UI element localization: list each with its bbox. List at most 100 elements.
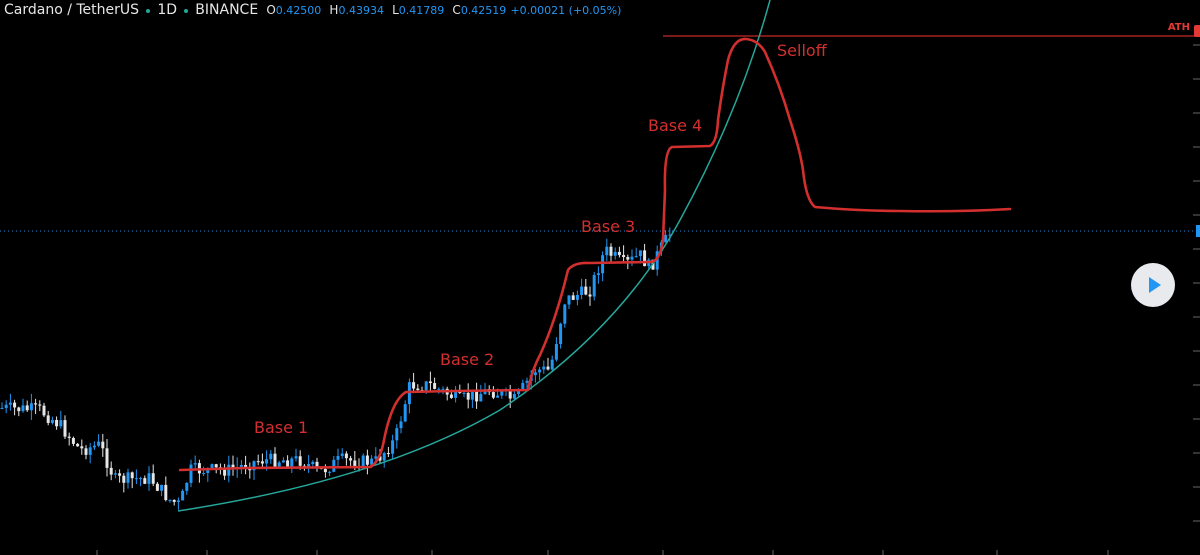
candle-body [130, 472, 134, 479]
candle-body [437, 388, 441, 390]
play-button[interactable] [1131, 263, 1175, 307]
candle-body [462, 392, 466, 394]
symbol-header[interactable]: Cardano / TetherUS 1D BINANCE O0.42500 H… [4, 2, 621, 18]
candle-body [466, 392, 470, 400]
play-icon [1149, 277, 1161, 293]
open-key: O [266, 3, 276, 17]
candle-body [97, 441, 101, 446]
candle-body [0, 407, 4, 409]
base-1-label: Base 1 [254, 418, 309, 437]
candle-body [370, 458, 374, 465]
candle-body [42, 405, 46, 416]
candle-body [214, 464, 218, 468]
candle-body [605, 246, 609, 256]
candle-body [134, 478, 138, 480]
candle-body [533, 372, 537, 376]
candle-body [554, 344, 558, 360]
candle-body [340, 453, 344, 456]
high-value: 0.43934 [338, 4, 384, 17]
candle-body [227, 464, 231, 476]
candle-body [139, 478, 143, 480]
candle-body [160, 484, 164, 491]
candle-body [634, 256, 638, 258]
candle-body [118, 473, 122, 476]
candle-body [328, 471, 332, 473]
candle-body [273, 453, 277, 467]
candle-body [105, 448, 109, 468]
candle-body [617, 251, 621, 256]
candle-body [260, 461, 264, 464]
candle-body [286, 460, 290, 467]
close-key: C [452, 3, 461, 17]
parabolic-curve [177, 0, 771, 512]
time-axis [96, 550, 1109, 555]
candle-body [101, 441, 105, 449]
candle-body [113, 473, 117, 475]
open-value: 0.42500 [275, 4, 322, 17]
interval-label[interactable]: 1D [157, 2, 178, 18]
candle-body [231, 464, 235, 469]
candle-body [626, 257, 630, 260]
candle-body [550, 359, 554, 370]
candle-body [189, 464, 193, 483]
candle-body [323, 468, 327, 473]
candle-body [88, 447, 92, 455]
candle-body [172, 499, 176, 502]
candle-body [13, 402, 17, 408]
candle-body [202, 473, 206, 475]
low-value: 0.41789 [398, 4, 445, 17]
candle-body [403, 404, 407, 422]
current-price-tag [1196, 225, 1200, 237]
candle-body [386, 453, 390, 455]
candle-body [470, 391, 474, 400]
candle-body [382, 453, 386, 461]
candle-body [29, 403, 33, 411]
candle-body [622, 255, 626, 258]
candle-body [55, 419, 59, 427]
candle-body [17, 407, 21, 412]
change-value: +0.00021 (+0.05%) [510, 4, 622, 17]
candle-body [336, 455, 340, 460]
candle-body [294, 456, 298, 459]
candle-body [76, 443, 80, 447]
candle-body [512, 394, 516, 399]
candle-body [126, 472, 130, 483]
candle-body [542, 366, 546, 370]
candle-body [399, 421, 403, 429]
candle-body [8, 402, 12, 405]
candle-body [315, 461, 319, 467]
candle-body [395, 428, 399, 441]
base-3-label: Base 3 [581, 217, 636, 236]
candle-body [252, 461, 256, 471]
candle-body [176, 500, 180, 502]
candle-body [239, 465, 243, 468]
candle-body [588, 294, 592, 297]
candle-body [269, 453, 273, 460]
candle-body [155, 483, 159, 491]
candle-body [365, 455, 369, 465]
candle-body [59, 420, 63, 427]
candle-body [67, 436, 71, 438]
candle-body [433, 383, 437, 389]
candle-body [508, 390, 512, 399]
candle-body [181, 490, 185, 501]
candle-body [277, 462, 281, 467]
candle-body [344, 453, 348, 459]
candle-body [193, 463, 197, 465]
candle-body [638, 250, 642, 257]
candle-body [63, 420, 67, 437]
candle-body [601, 255, 605, 274]
candle-body [84, 448, 88, 455]
candle-body [185, 482, 189, 491]
candle-body [517, 389, 521, 395]
candle-body [424, 381, 428, 391]
candle-body [378, 456, 382, 461]
candle-body [559, 323, 563, 345]
symbol-name[interactable]: Cardano / TetherUS [4, 2, 140, 18]
close-value: 0.42519 [460, 4, 507, 17]
candle-body [38, 404, 42, 406]
candle-body [361, 455, 365, 468]
candle-body [151, 473, 155, 484]
selloff-label: Selloff [777, 41, 827, 60]
